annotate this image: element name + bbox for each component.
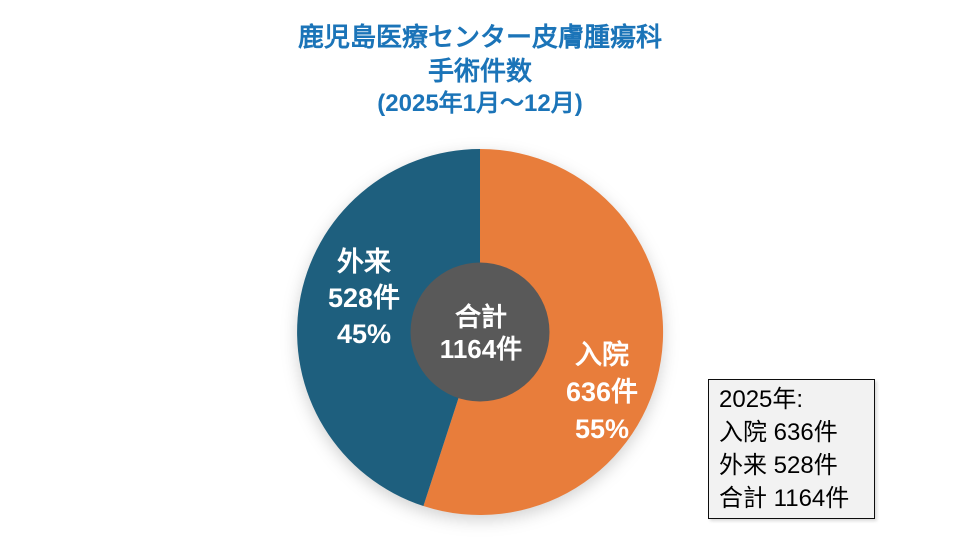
inpatient-label-name: 入院 [575, 340, 629, 370]
chart-title-line-3: (2025年1月～12月) [377, 90, 583, 117]
summary-text-box: 2025年: 入院 636件 外来 528件 合計 1164件 [708, 379, 875, 519]
chart-title-line-2: 手術件数 [427, 56, 532, 86]
summary-line-inpatient: 入院 636件 [719, 419, 838, 446]
chart-title: 鹿児島医療センター皮膚腫瘍科 手術件数 (2025年1月～12月) [0, 20, 960, 120]
inpatient-label-count: 636件 [565, 377, 639, 407]
outpatient-label-name: 外来 [337, 247, 391, 277]
summary-line-total: 合計 1164件 [719, 485, 850, 512]
total-label-text: 合計 [454, 302, 507, 332]
pie-slice-outpatient [297, 149, 480, 506]
inpatient-label-percent: 55% [574, 414, 630, 444]
pie-center-circle [410, 262, 550, 402]
summary-line-year: 2025年: [719, 386, 804, 413]
chart-title-line-1: 鹿児島医療センター皮膚腫瘍科 [297, 22, 662, 52]
inpatient-slice-label: 入院 636件 55% [522, 337, 682, 448]
total-label-value: 1164件 [439, 334, 523, 364]
outpatient-label-count: 528件 [327, 283, 401, 313]
outpatient-label-percent: 45% [336, 319, 392, 349]
summary-line-outpatient: 外来 528件 [719, 452, 838, 479]
pie-chart [297, 148, 664, 515]
total-center-label: 合計 1164件 [401, 301, 561, 365]
outpatient-slice-label: 外来 528件 45% [284, 244, 444, 352]
